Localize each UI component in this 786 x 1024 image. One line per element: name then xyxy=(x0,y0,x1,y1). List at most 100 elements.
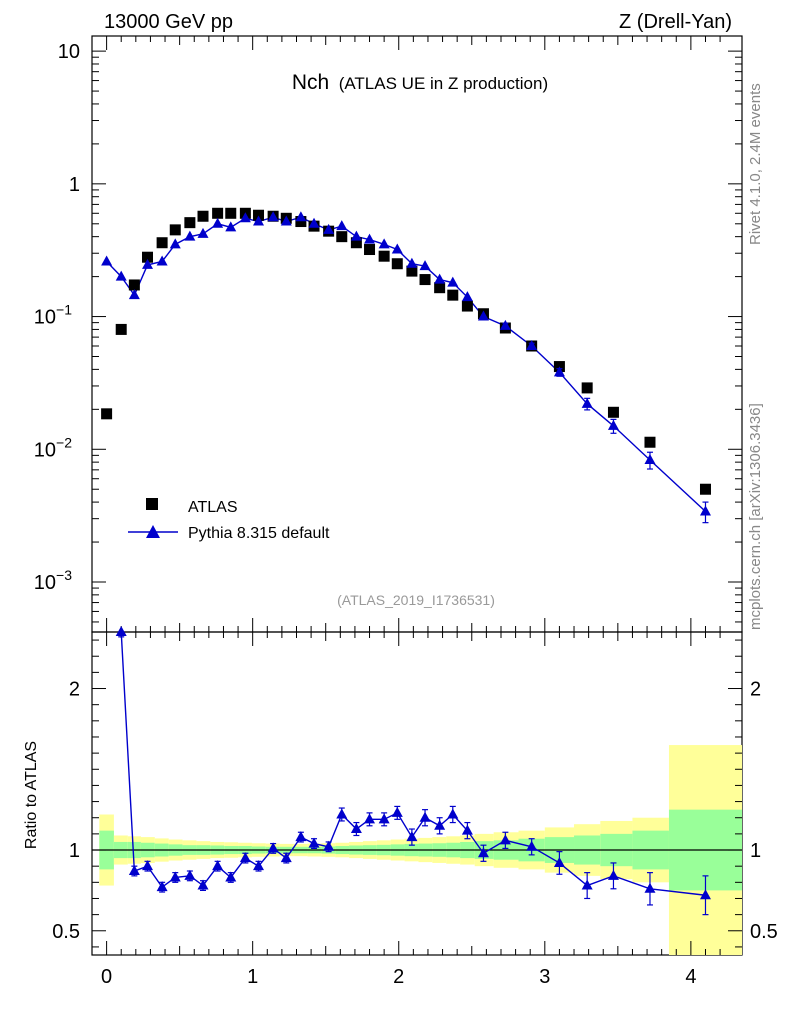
x-tick-label: 3 xyxy=(539,966,550,988)
ratio-data-point xyxy=(391,806,403,817)
x-tick-label: 4 xyxy=(685,966,696,988)
y-tick-label: 1 xyxy=(69,174,80,196)
ratio-data-point xyxy=(142,860,154,871)
ratio-series-line xyxy=(120,631,706,896)
atlas-data-point xyxy=(364,244,376,256)
atlas-data-point xyxy=(101,408,113,420)
ratio-data-point xyxy=(607,869,619,880)
atlas-data-point xyxy=(391,258,403,270)
atlas-data-point xyxy=(461,300,473,312)
observable-subtitle: (ATLAS UE in Z production) xyxy=(339,74,548,93)
pythia-data-point xyxy=(336,220,348,231)
ratio-data-point xyxy=(644,882,656,893)
ratio-data-point xyxy=(581,879,593,890)
pythia-data-point xyxy=(644,454,656,465)
pythia-data-point xyxy=(607,419,619,430)
pythia-data-point xyxy=(461,291,473,302)
ratio-data-point xyxy=(115,626,127,636)
ratio-data-point xyxy=(419,811,431,822)
pythia-data-point xyxy=(553,366,565,377)
pythia-data-point xyxy=(184,230,196,241)
pythia-data-point xyxy=(225,221,237,232)
ratio-data-point xyxy=(295,831,307,842)
atlas-data-point xyxy=(128,279,140,291)
legend-pythia-label: Pythia 8.315 default xyxy=(188,525,330,542)
pythia-data-point xyxy=(581,397,593,408)
ratio-data-point xyxy=(128,865,140,876)
ratio-data-point xyxy=(184,869,196,880)
rivet-version-label: Rivet 4.1.0, 2.4M events xyxy=(747,83,764,245)
atlas-data-point xyxy=(253,209,265,221)
ratio-frame xyxy=(91,631,743,956)
ratio-y-tick-label-left: 0.5 xyxy=(52,921,80,943)
observable-name: Nch xyxy=(292,71,329,94)
pythia-data-point xyxy=(267,211,279,222)
ratio-y-tick-label-left: 2 xyxy=(69,679,80,701)
atlas-data-point xyxy=(434,282,446,294)
ratio-data-point xyxy=(169,871,181,882)
x-tick-label: 0 xyxy=(101,966,112,988)
ratio-data-point xyxy=(447,808,459,819)
plot-title: Nch (ATLAS UE in Z production) xyxy=(292,71,548,94)
ratio-data-point xyxy=(308,837,320,848)
pythia-data-point xyxy=(477,310,489,321)
ratio-data-point xyxy=(364,813,376,824)
atlas-data-point xyxy=(197,210,209,222)
atlas-data-point xyxy=(225,207,237,219)
atlas-data-point xyxy=(581,382,593,394)
pythia-data-point xyxy=(526,340,538,351)
atlas-data-point xyxy=(447,289,459,301)
ratio-data-point xyxy=(197,879,209,890)
ratio-data-point xyxy=(239,852,251,863)
pythia-data-point xyxy=(197,227,209,238)
atlas-data-point xyxy=(336,231,348,243)
ratio-axis-label: Ratio to ATLAS xyxy=(23,741,40,849)
pythia-data-point xyxy=(308,217,320,228)
ratio-data-point xyxy=(434,819,446,830)
pythia-data-point xyxy=(434,273,446,284)
atlas-data-point xyxy=(212,207,224,219)
pythia-data-point xyxy=(391,243,403,254)
ratio-data-point xyxy=(212,860,224,871)
ratio-y-tick-label-right: 2 xyxy=(750,679,761,701)
pythia-data-point xyxy=(156,255,168,266)
y-tick-label: 10−3 xyxy=(34,567,72,594)
ratio-data-point xyxy=(461,824,473,835)
atlas-data-point xyxy=(169,224,181,236)
atlas-data-point xyxy=(406,265,418,277)
process-label: Z (Drell-Yan) xyxy=(619,11,732,33)
ratio-y-tick-label-left: 1 xyxy=(69,840,80,862)
ratio-data-point xyxy=(323,840,335,851)
legend: ATLAS Pythia 8.315 default xyxy=(128,498,330,542)
atlas-data-point xyxy=(115,323,127,335)
atlas-data-point xyxy=(156,237,168,249)
analysis-id: (ATLAS_2019_I1736531) xyxy=(337,592,495,608)
y-tick-label: 10−2 xyxy=(34,434,72,461)
pythia-series-line xyxy=(106,216,706,512)
pythia-data-point xyxy=(115,270,127,281)
x-tick-label: 2 xyxy=(393,966,404,988)
atlas-data-point xyxy=(699,483,711,495)
y-tick-label: 10−1 xyxy=(34,302,72,329)
main-frame xyxy=(91,35,743,633)
ratio-data-point xyxy=(267,842,279,853)
ratio-data-point xyxy=(477,847,489,858)
atlas-data-point xyxy=(184,217,196,229)
x-tick-label: 1 xyxy=(247,966,258,988)
pythia-data-point xyxy=(364,233,376,244)
pythia-data-point xyxy=(212,217,224,228)
pythia-data-point xyxy=(128,289,140,300)
ratio-y-tick-label-right: 0.5 xyxy=(750,921,778,943)
ratio-data-point xyxy=(350,823,362,834)
y-tick-label: 10 xyxy=(58,41,80,63)
atlas-data-point xyxy=(419,274,431,286)
ratio-data-point xyxy=(156,881,168,892)
energy-label: 13000 GeV pp xyxy=(104,11,233,33)
pythia-data-point xyxy=(253,215,265,226)
pythia-data-point xyxy=(280,215,292,226)
legend-atlas-marker xyxy=(146,498,158,510)
pythia-data-point xyxy=(239,212,251,223)
legend-pythia-marker xyxy=(146,525,160,538)
pythia-data-point xyxy=(101,255,113,266)
